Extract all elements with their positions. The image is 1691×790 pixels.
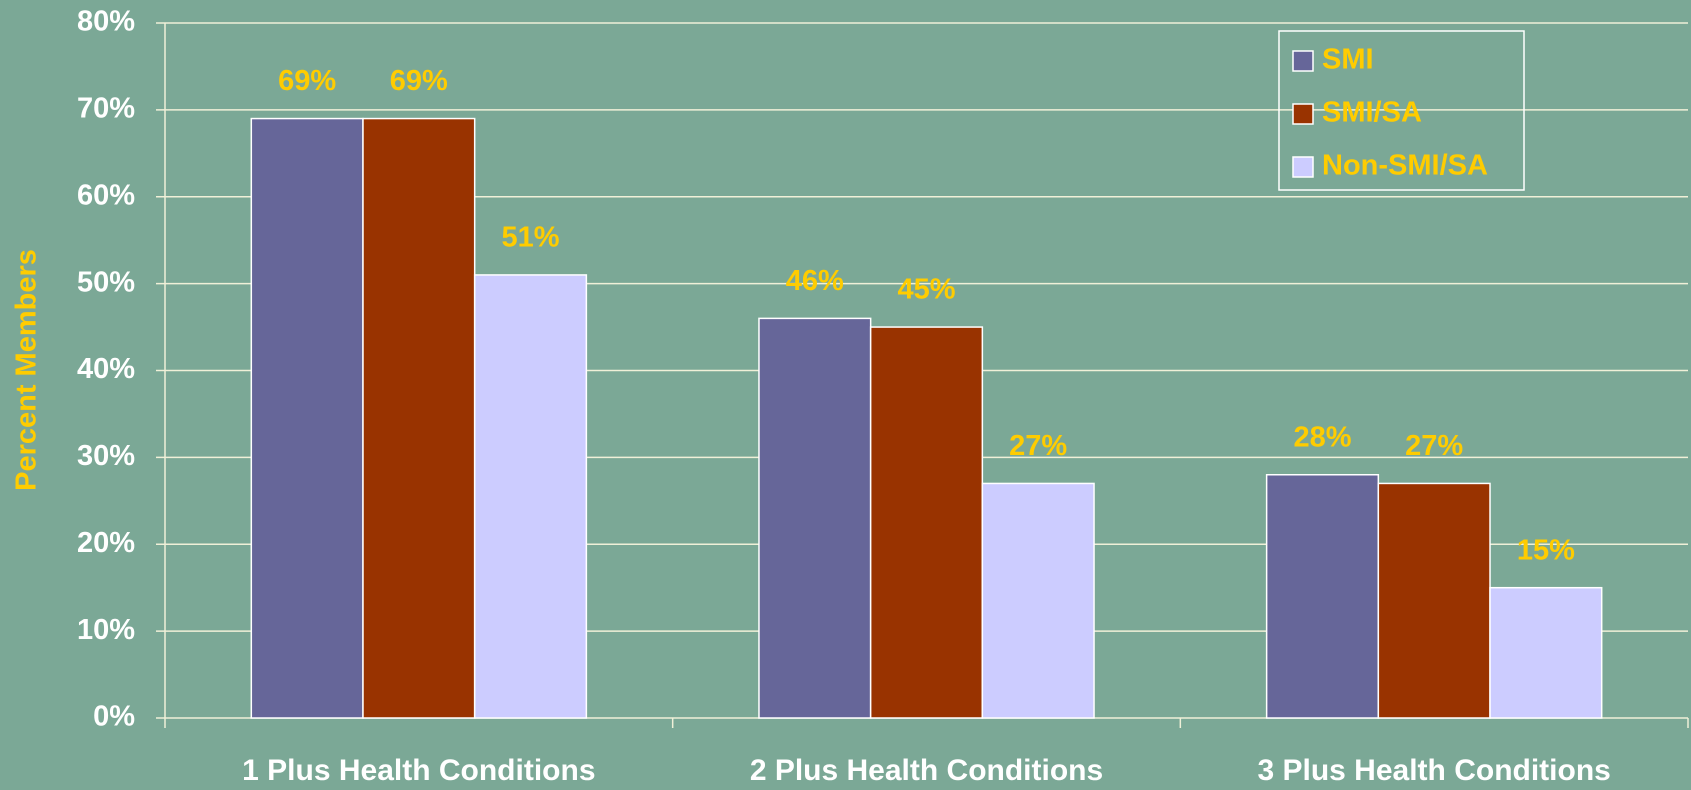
value-label: 45% [897,274,955,306]
bar [1265,474,1380,719]
bar [250,117,364,719]
legend-box [1278,30,1525,191]
y-tick-label: 80% [77,6,135,38]
legend-swatch [1292,156,1314,178]
y-tick-label: 10% [77,614,135,646]
y-tick-label: 0% [93,701,135,733]
y-tick-label: 40% [77,353,135,385]
value-label: 69% [278,65,336,97]
bar [869,326,984,719]
y-tick-label: 70% [77,93,135,125]
bar [1377,482,1491,719]
bar [981,482,1095,719]
value-label: 27% [1405,430,1463,462]
bar [758,317,872,719]
legend-label: SMI [1322,44,1374,76]
x-tick-label: 2 Plus Health Conditions [750,754,1103,787]
y-tick-label: 30% [77,440,135,472]
x-tick-label: 3 Plus Health Conditions [1257,754,1610,787]
legend-swatch [1292,103,1314,125]
y-tick-label: 60% [77,179,135,211]
y-tick-label: 20% [77,527,135,559]
value-label: 69% [390,65,448,97]
value-label: 15% [1517,534,1575,566]
bar [473,274,588,719]
legend-label: SMI/SA [1322,97,1422,129]
legend-label: Non-SMI/SA [1322,150,1488,182]
x-tick-label: 1 Plus Health Conditions [242,754,595,787]
y-tick-label: 50% [77,266,135,298]
legend-swatch [1292,50,1314,72]
value-label: 28% [1293,421,1351,453]
value-label: 27% [1009,430,1067,462]
y-axis-label: Percent Members [11,249,43,491]
value-label: 46% [786,265,844,297]
value-label: 51% [501,222,559,254]
bar [1489,586,1603,719]
bar [362,117,476,719]
